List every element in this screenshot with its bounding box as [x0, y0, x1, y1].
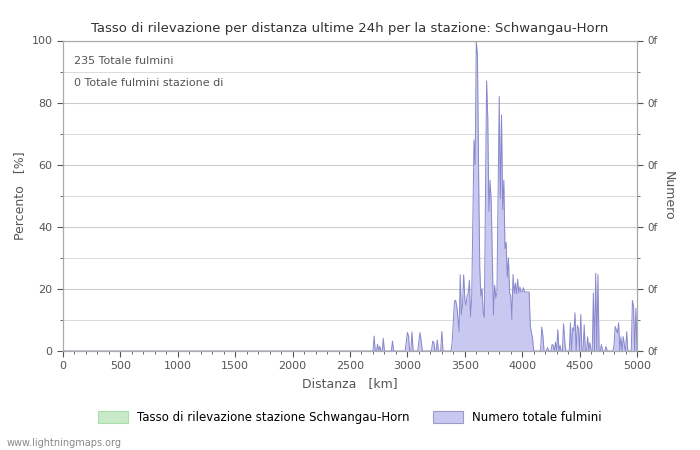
- Text: 235 Totale fulmini: 235 Totale fulmini: [74, 56, 174, 66]
- Y-axis label: Percento   [%]: Percento [%]: [13, 152, 26, 240]
- Y-axis label: Numero: Numero: [662, 171, 674, 220]
- Text: www.lightningmaps.org: www.lightningmaps.org: [7, 438, 122, 448]
- Text: 0 Totale fulmini stazione di: 0 Totale fulmini stazione di: [74, 78, 224, 88]
- Title: Tasso di rilevazione per distanza ultime 24h per la stazione: Schwangau-Horn: Tasso di rilevazione per distanza ultime…: [91, 22, 609, 35]
- Legend: Tasso di rilevazione stazione Schwangau-Horn, Numero totale fulmini: Tasso di rilevazione stazione Schwangau-…: [94, 406, 606, 429]
- X-axis label: Distanza   [km]: Distanza [km]: [302, 377, 398, 390]
